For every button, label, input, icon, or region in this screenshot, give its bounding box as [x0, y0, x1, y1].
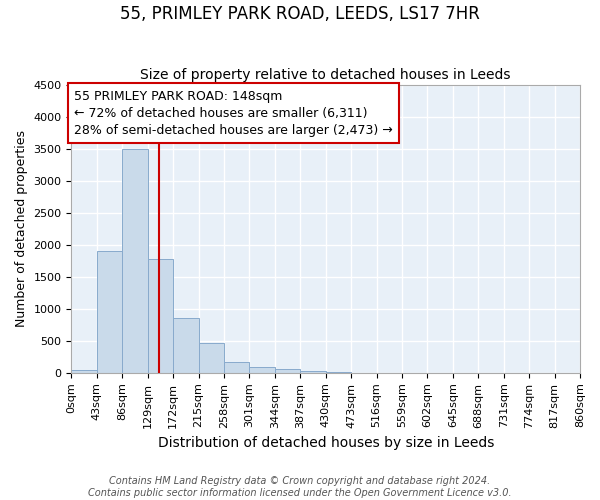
Y-axis label: Number of detached properties: Number of detached properties [15, 130, 28, 327]
Bar [300, 371, 326, 373]
Text: 55 PRIMLEY PARK ROAD: 148sqm
← 72% of detached houses are smaller (6,311)
28% of: 55 PRIMLEY PARK ROAD: 148sqm ← 72% of de… [74, 90, 393, 136]
Bar [199, 344, 224, 373]
Bar [326, 372, 351, 373]
Bar [122, 148, 148, 373]
Bar [71, 370, 97, 373]
Text: 55, PRIMLEY PARK ROAD, LEEDS, LS17 7HR: 55, PRIMLEY PARK ROAD, LEEDS, LS17 7HR [120, 5, 480, 23]
Bar [173, 318, 199, 373]
X-axis label: Distribution of detached houses by size in Leeds: Distribution of detached houses by size … [158, 436, 494, 450]
Bar [148, 259, 173, 373]
Title: Size of property relative to detached houses in Leeds: Size of property relative to detached ho… [140, 68, 511, 82]
Bar [97, 251, 122, 373]
Bar [275, 370, 300, 373]
Bar [224, 362, 250, 373]
Text: Contains HM Land Registry data © Crown copyright and database right 2024.
Contai: Contains HM Land Registry data © Crown c… [88, 476, 512, 498]
Bar [250, 366, 275, 373]
